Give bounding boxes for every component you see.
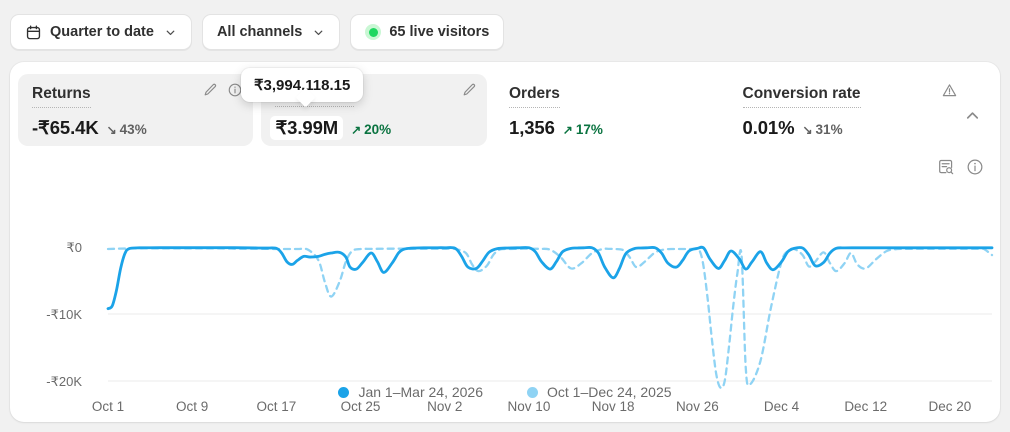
x-axis-tick-label: Oct 17 (256, 399, 296, 414)
chart-line-current (106, 245, 994, 311)
metric-value-orders: 1,356 (509, 116, 555, 138)
metric-label-orders: Orders (509, 84, 560, 108)
chart-tools (937, 158, 984, 176)
metric-label-returns: Returns (32, 84, 91, 108)
legend-swatch-current (338, 386, 350, 398)
metric-delta-value-returns: 43% (119, 122, 147, 137)
metric-delta-conversion-rate: ↘ 31% (802, 122, 842, 137)
x-axis-tick-label: Dec 12 (844, 399, 887, 414)
legend-swatch-comparison (527, 386, 538, 398)
metric-card-orders[interactable]: Orders 1,356 ↗ 17% (495, 74, 721, 146)
y-axis-tick-label: -₹10K (46, 307, 82, 322)
chart-series-group (106, 245, 994, 390)
pencil-icon[interactable] (461, 82, 477, 98)
metric-actions-conversion-rate (941, 82, 958, 99)
chart-y-axis-labels: ₹0 -₹10K -₹20K (46, 240, 82, 389)
calendar-icon (25, 24, 42, 41)
metrics-row: Returns -₹65.4K ↘ 43% (18, 74, 968, 146)
x-axis-tick-label: Dec 4 (764, 399, 800, 414)
metric-value-conversion-rate: 0.01% (742, 116, 795, 138)
metric-value-row-total-sales: ₹3.99M ↗ 20% (270, 115, 473, 140)
x-axis-tick-label: Dec 20 (929, 399, 972, 414)
legend-label-comparison: Oct 1–Dec 24, 2025 (547, 384, 672, 400)
arrow-down-right-icon: ↘ (802, 122, 813, 137)
x-axis-tick-label: Oct 1 (92, 399, 124, 414)
chevron-down-icon (164, 26, 177, 39)
date-range-filter-button[interactable]: Quarter to date (10, 14, 192, 50)
arrow-up-right-icon: ↗ (351, 122, 362, 137)
metric-delta-total-sales: ↗ 20% (351, 122, 391, 137)
legend-item-current[interactable]: Jan 1–Mar 24, 2026 (338, 384, 483, 400)
legend-item-comparison[interactable]: Oct 1–Dec 24, 2025 (527, 384, 672, 400)
x-axis-tick-label: Nov 26 (676, 399, 719, 414)
chart-x-axis-labels: Oct 1 Oct 9 Oct 17 Oct 25 Nov 2 Nov 10 Nov 18 N… (92, 399, 971, 414)
live-visitors-label: 65 live visitors (389, 24, 490, 40)
sales-chart: ₹0 -₹10K -₹20K Oct 1 Oct 9 Oct 17 Oct 25 Nov 2… (10, 166, 1000, 422)
metric-value-returns: -₹65.4K (32, 116, 99, 138)
x-axis-tick-label: Nov 18 (592, 399, 635, 414)
metric-actions-returns (202, 82, 243, 98)
x-axis-tick-label: Oct 25 (341, 399, 381, 414)
chart-gridlines (108, 313, 992, 382)
x-axis-tick-label: Nov 2 (427, 399, 462, 414)
y-axis-tick-label: -₹20K (46, 374, 82, 389)
metric-card-conversion-rate[interactable]: Conversion rate 0.01% ↘ 31% (729, 74, 968, 146)
metric-card-returns[interactable]: Returns -₹65.4K ↘ 43% (18, 74, 254, 146)
legend-label-current: Jan 1–Mar 24, 2026 (358, 384, 483, 400)
chevron-down-icon (312, 26, 325, 39)
report-search-icon[interactable] (937, 158, 955, 176)
channel-filter-label: All channels (216, 24, 303, 40)
arrow-down-right-icon: ↘ (106, 122, 117, 137)
metric-label-conversion-rate: Conversion rate (742, 84, 861, 108)
metric-delta-orders: ↗ 17% (563, 122, 603, 137)
chart-line-comparison (106, 247, 994, 390)
date-range-filter-label: Quarter to date (50, 24, 154, 40)
metric-value-tooltip: ₹3,994,118.15 (241, 68, 364, 102)
x-axis-tick-label: Nov 10 (508, 399, 551, 414)
metric-value-row-returns: -₹65.4K ↘ 43% (32, 117, 239, 139)
chart-legend: Jan 1–Mar 24, 2026 Oct 1–Dec 24, 2025 (10, 384, 1000, 400)
metric-value-total-sales[interactable]: ₹3.99M (270, 115, 344, 140)
metric-value-row-conversion-rate: 0.01% ↘ 31% (743, 117, 954, 139)
channel-filter-button[interactable]: All channels (201, 14, 341, 50)
pencil-icon[interactable] (202, 82, 218, 98)
y-axis-tick-label: ₹0 (66, 240, 82, 255)
metric-actions-total-sales (461, 82, 477, 98)
metric-delta-value-total-sales: 20% (364, 122, 392, 137)
x-axis-tick-label: Oct 9 (176, 399, 208, 414)
metric-delta-returns: ↘ 43% (107, 122, 147, 137)
metric-delta-value-orders: 17% (575, 122, 603, 137)
warning-icon[interactable] (941, 82, 958, 99)
chart-canvas: ₹0 -₹10K -₹20K Oct 1 Oct 9 Oct 17 Oct 25 Nov 2… (46, 240, 994, 414)
metric-delta-value-conversion-rate: 31% (815, 122, 843, 137)
metric-value-row-orders: 1,356 ↗ 17% (509, 117, 707, 139)
filter-bar: Quarter to date All channels 65 live vis… (10, 14, 505, 50)
analytics-card: Returns -₹65.4K ↘ 43% (10, 62, 1000, 422)
live-status-dot-icon (365, 24, 382, 40)
arrow-up-right-icon: ↗ (562, 122, 573, 137)
info-icon[interactable] (966, 158, 984, 176)
collapse-card-button[interactable] (963, 106, 982, 130)
live-visitors-button[interactable]: 65 live visitors (350, 14, 505, 50)
